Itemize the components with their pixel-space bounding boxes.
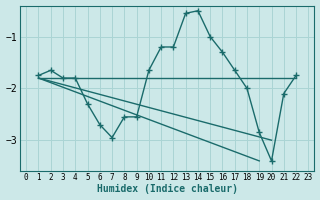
X-axis label: Humidex (Indice chaleur): Humidex (Indice chaleur) <box>97 184 238 194</box>
